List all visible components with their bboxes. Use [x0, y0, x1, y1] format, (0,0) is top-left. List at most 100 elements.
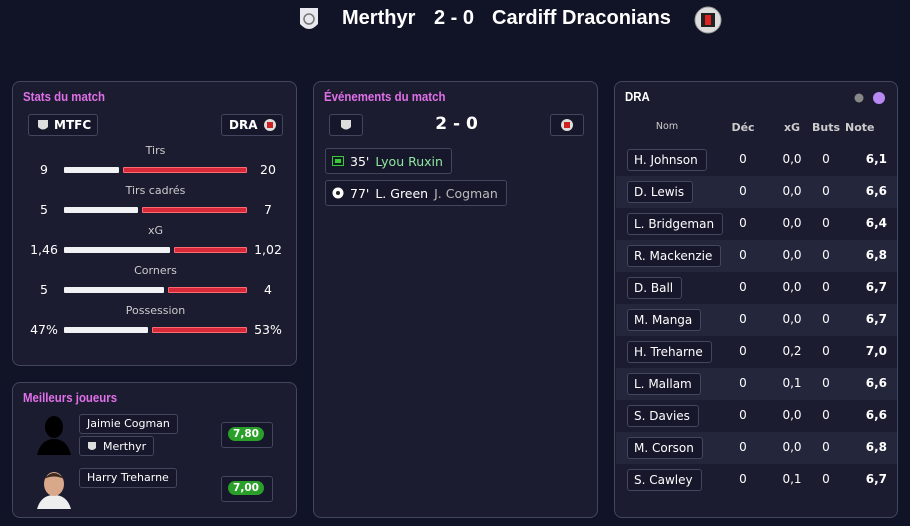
home-bar: [64, 287, 164, 293]
home-bar: [64, 167, 119, 173]
away-abbr: DRA: [229, 118, 258, 132]
crest: [561, 119, 573, 131]
player-name[interactable]: D. Lewis: [627, 181, 694, 203]
stat-cell: 0,2: [782, 344, 802, 358]
rating: 6,8: [865, 248, 887, 262]
stat-cell: 0: [739, 472, 747, 486]
stat-cell: 0: [739, 152, 747, 166]
stat-cell: 0: [822, 248, 830, 262]
stat-cell: 0: [822, 376, 830, 390]
away-bar: [167, 287, 247, 293]
player: L. Green: [375, 185, 429, 201]
stat-label: Corners: [134, 264, 177, 277]
crest: [263, 119, 276, 131]
stat-cell: 0,0: [782, 248, 802, 262]
home-value: 5: [40, 202, 48, 217]
panel-title: Stats du match: [23, 89, 106, 104]
rating-box: 7,80: [221, 422, 273, 448]
rating: 6,6: [865, 408, 887, 422]
player-name[interactable]: D. Ball: [627, 277, 683, 299]
home-value: 1,46: [30, 242, 58, 257]
player-name[interactable]: M. Manga: [627, 309, 702, 331]
stat-cell: 0: [822, 344, 830, 358]
stat-cell: 0: [822, 440, 830, 454]
home-crest: [300, 8, 318, 29]
stat-cell: 0: [822, 216, 830, 230]
stat-cell: 0,1: [782, 376, 802, 390]
stat-cell: 0: [739, 312, 747, 326]
rating: 6,8: [865, 440, 887, 454]
home-chip[interactable]: MTFC: [28, 114, 98, 136]
page-dots[interactable]: [853, 91, 893, 105]
panel-title: Meilleurs joueurs: [23, 390, 118, 405]
stat-cell: 0,0: [782, 184, 802, 198]
stat-cell: 0,0: [782, 440, 802, 454]
player-name[interactable]: Jaimie Cogman: [79, 414, 178, 434]
goal-icon: [332, 187, 344, 199]
player-name[interactable]: L. Bridgeman: [627, 213, 724, 235]
rating: 6,7: [865, 312, 887, 326]
player-name[interactable]: S. Cawley: [627, 469, 702, 491]
club-chip[interactable]: Merthyr: [79, 436, 155, 456]
player-name[interactable]: Harry Treharne: [79, 468, 177, 488]
rating: 6,1: [865, 152, 887, 166]
minute: 77': [350, 185, 370, 201]
stat-cell: 0,0: [782, 408, 802, 422]
rating: 7,00: [228, 481, 264, 495]
event[interactable]: 35' Lyou Ruxin: [325, 148, 452, 174]
stat-cell: 0: [739, 408, 747, 422]
rating-box: 7,00: [221, 476, 273, 502]
crest: [38, 119, 48, 129]
away-chip[interactable]: DRA: [221, 114, 283, 136]
stat-cell: 0,0: [782, 216, 802, 230]
column-header: Buts: [811, 121, 841, 134]
stat-label: Tirs: [145, 144, 166, 157]
player-name[interactable]: H. Johnson: [627, 149, 707, 171]
stat-cell: 0: [822, 312, 830, 326]
stat-cell: 0: [739, 184, 747, 198]
home-bar: [64, 327, 148, 333]
rating: 6,6: [865, 184, 887, 198]
home-bar: [64, 207, 139, 213]
column-header: Note: [845, 121, 875, 134]
away-value: 7: [264, 202, 272, 217]
assist: J. Cogman: [434, 185, 498, 201]
stat-label: Possession: [125, 304, 186, 317]
player-name[interactable]: L. Mallam: [627, 373, 701, 395]
events-panel: Événements du match 2 - 0 35' Lyou Ruxin 7…: [313, 81, 598, 518]
rating: 6,6: [865, 376, 887, 390]
player: Lyou Ruxin: [375, 153, 443, 169]
sub-icon: [332, 156, 344, 166]
player-name[interactable]: H. Treharne: [627, 341, 712, 363]
column-header: Déc: [731, 121, 755, 134]
stat-cell: 0: [739, 248, 747, 262]
rating: 7,80: [228, 427, 264, 441]
stat-label: xG: [147, 224, 164, 237]
away-value: 1,02: [254, 242, 282, 257]
rating: 6,7: [865, 280, 887, 294]
player-name[interactable]: M. Corson: [627, 437, 703, 459]
event[interactable]: 77' L. Green J. Cogman: [325, 180, 507, 206]
club: Merthyr: [103, 439, 147, 453]
panel-title: DRA: [625, 89, 650, 104]
home-abbr: MTFC: [54, 118, 92, 132]
away-chip[interactable]: [550, 114, 584, 136]
home-chip[interactable]: [329, 114, 363, 136]
away-team: Cardiff Draconians: [492, 7, 671, 29]
stat-cell: 0,1: [782, 472, 802, 486]
lineup-panel: DRA Nom Déc xG Buts Note H. Johnson 0 0,0 0 6,1 D.…: [614, 81, 898, 518]
rating: 6,4: [865, 216, 887, 230]
away-bar: [142, 207, 247, 213]
crest: [88, 441, 96, 450]
player-silhouette: [37, 416, 71, 455]
away-bar: [122, 167, 247, 173]
away-crest: [694, 6, 722, 34]
player-name[interactable]: S. Davies: [627, 405, 699, 427]
home-bar: [64, 247, 170, 253]
player-photo: [37, 472, 71, 509]
stat-cell: 0: [822, 472, 830, 486]
away-value: 20: [260, 162, 276, 177]
player-name[interactable]: R. Mackenzie: [627, 245, 722, 267]
stat-cell: 0: [739, 440, 747, 454]
